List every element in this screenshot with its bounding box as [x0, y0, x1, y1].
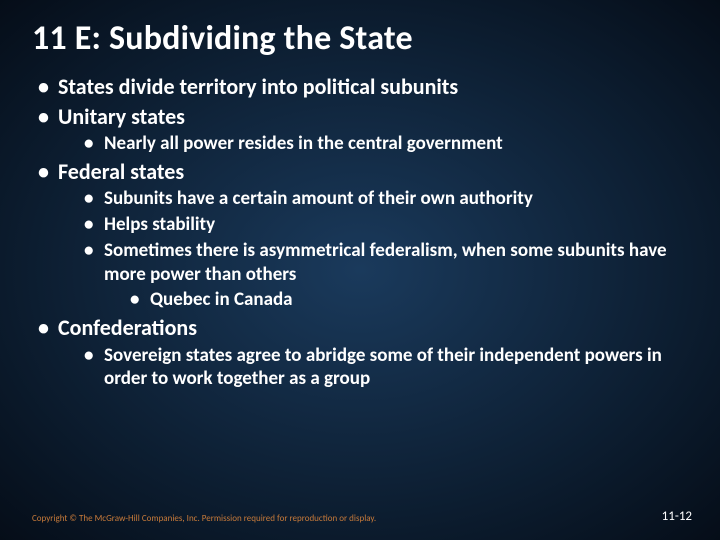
bullet-list: States divide territory into political s…	[32, 73, 688, 391]
bullet-text: Federal states	[58, 158, 184, 185]
bullet-sublist: Sovereign states agree to abridge some o…	[58, 344, 688, 392]
bullet-lvl1: Unitary states Nearly all power resides …	[32, 103, 688, 156]
bullet-lvl1: States divide territory into political s…	[32, 73, 688, 101]
bullet-lvl1: Federal states Subunits have a certain a…	[32, 158, 688, 312]
bullet-text: Confederations	[58, 314, 197, 341]
bullet-sublist: Nearly all power resides in the central …	[58, 132, 688, 156]
bullet-sublist: Quebec in Canada	[104, 288, 688, 312]
bullet-text: Sometimes there is asymmetrical federali…	[104, 239, 667, 286]
bullet-lvl3: Quebec in Canada	[126, 288, 688, 312]
bullet-lvl2: Helps stability	[80, 213, 688, 237]
slide: 11 E: Subdividing the State States divid…	[0, 0, 720, 540]
bullet-lvl2: Sovereign states agree to abridge some o…	[80, 344, 688, 392]
bullet-sublist: Subunits have a certain amount of their …	[58, 187, 688, 312]
bullet-text: Unitary states	[58, 103, 185, 130]
page-number: 11-12	[662, 509, 692, 524]
slide-title: 11 E: Subdividing the State	[32, 18, 688, 59]
bullet-lvl2: Nearly all power resides in the central …	[80, 132, 688, 156]
bullet-lvl2: Sometimes there is asymmetrical federali…	[80, 239, 688, 312]
bullet-lvl2: Subunits have a certain amount of their …	[80, 187, 688, 211]
copyright-text: Copyright © The McGraw-Hill Companies, I…	[32, 513, 376, 524]
bullet-lvl1: Confederations Sovereign states agree to…	[32, 314, 688, 391]
